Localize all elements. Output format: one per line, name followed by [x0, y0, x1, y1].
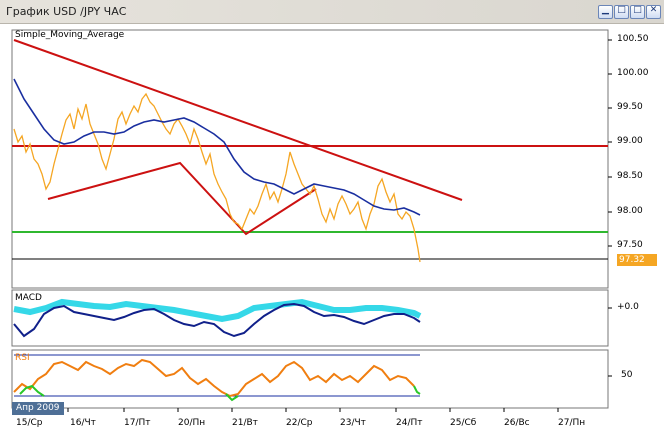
close-icon: ✕ — [649, 5, 658, 15]
price-tick: 100.50 — [617, 34, 649, 44]
minimize-button[interactable]: ▁ — [598, 5, 613, 19]
time-tick: 27/Пн — [558, 418, 586, 428]
time-axis-ticks — [13, 408, 559, 412]
sma-line — [13, 78, 421, 216]
chart-canvas[interactable] — [0, 24, 664, 440]
time-tick: 24/Пт — [396, 418, 423, 428]
rsi-oversold-segment-3 — [413, 385, 421, 395]
time-tick: 17/Пт — [124, 418, 151, 428]
window-titlebar: График USD /JPY ЧАС ▁ □ □ ✕ — [0, 0, 664, 24]
rsi-line — [13, 358, 415, 398]
time-tick: 21/Вт — [232, 418, 258, 428]
time-tick: 15/Ср — [16, 418, 43, 428]
rsi-oversold-segment — [19, 384, 45, 397]
price-tick: 99.00 — [617, 136, 643, 146]
macd-label: MACD — [15, 293, 42, 303]
maximize-button[interactable]: □ — [630, 5, 645, 19]
rsi-label: RSI — [15, 353, 30, 363]
macd-main-line — [13, 302, 421, 338]
zigzag-trend-line — [47, 161, 317, 236]
price-tick: 98.50 — [617, 171, 643, 181]
chart-area[interactable]: Simple_Moving_Average MACD RSI 100.50 10… — [0, 24, 664, 440]
maximize-icon: □ — [633, 5, 642, 15]
time-tick: 25/Сб — [450, 418, 477, 428]
rsi-tick: 50 — [621, 370, 633, 380]
rsi-oversold-segment-2 — [225, 393, 239, 402]
price-series — [13, 92, 421, 263]
close-button[interactable]: ✕ — [646, 5, 661, 19]
price-axis-ticks — [608, 39, 612, 377]
time-tick: 22/Ср — [286, 418, 313, 428]
price-tick: 100.00 — [617, 68, 649, 78]
minimize-icon: ▁ — [602, 5, 609, 15]
time-tick: 20/Пн — [178, 418, 206, 428]
price-tick: 99.50 — [617, 102, 643, 112]
restore-button[interactable]: □ — [614, 5, 629, 19]
restore-icon: □ — [617, 5, 626, 15]
descending-trend-line — [13, 39, 463, 201]
price-tick: 97.50 — [617, 240, 643, 250]
macd-pane-frame — [11, 289, 609, 347]
main-pane-frame — [11, 29, 609, 289]
current-price-badge: 97.32 — [617, 254, 657, 266]
price-tick: 98.00 — [617, 206, 643, 216]
window-title: График USD /JPY ЧАС — [6, 5, 127, 18]
period-badge: Апр 2009 — [12, 402, 64, 415]
time-tick: 16/Чт — [70, 418, 96, 428]
sma-indicator-label: Simple_Moving_Average — [15, 30, 125, 40]
time-tick: 23/Чт — [340, 418, 366, 428]
macd-tick: +0.0 — [617, 302, 639, 312]
time-tick: 26/Вс — [504, 418, 530, 428]
macd-histogram — [13, 298, 422, 323]
